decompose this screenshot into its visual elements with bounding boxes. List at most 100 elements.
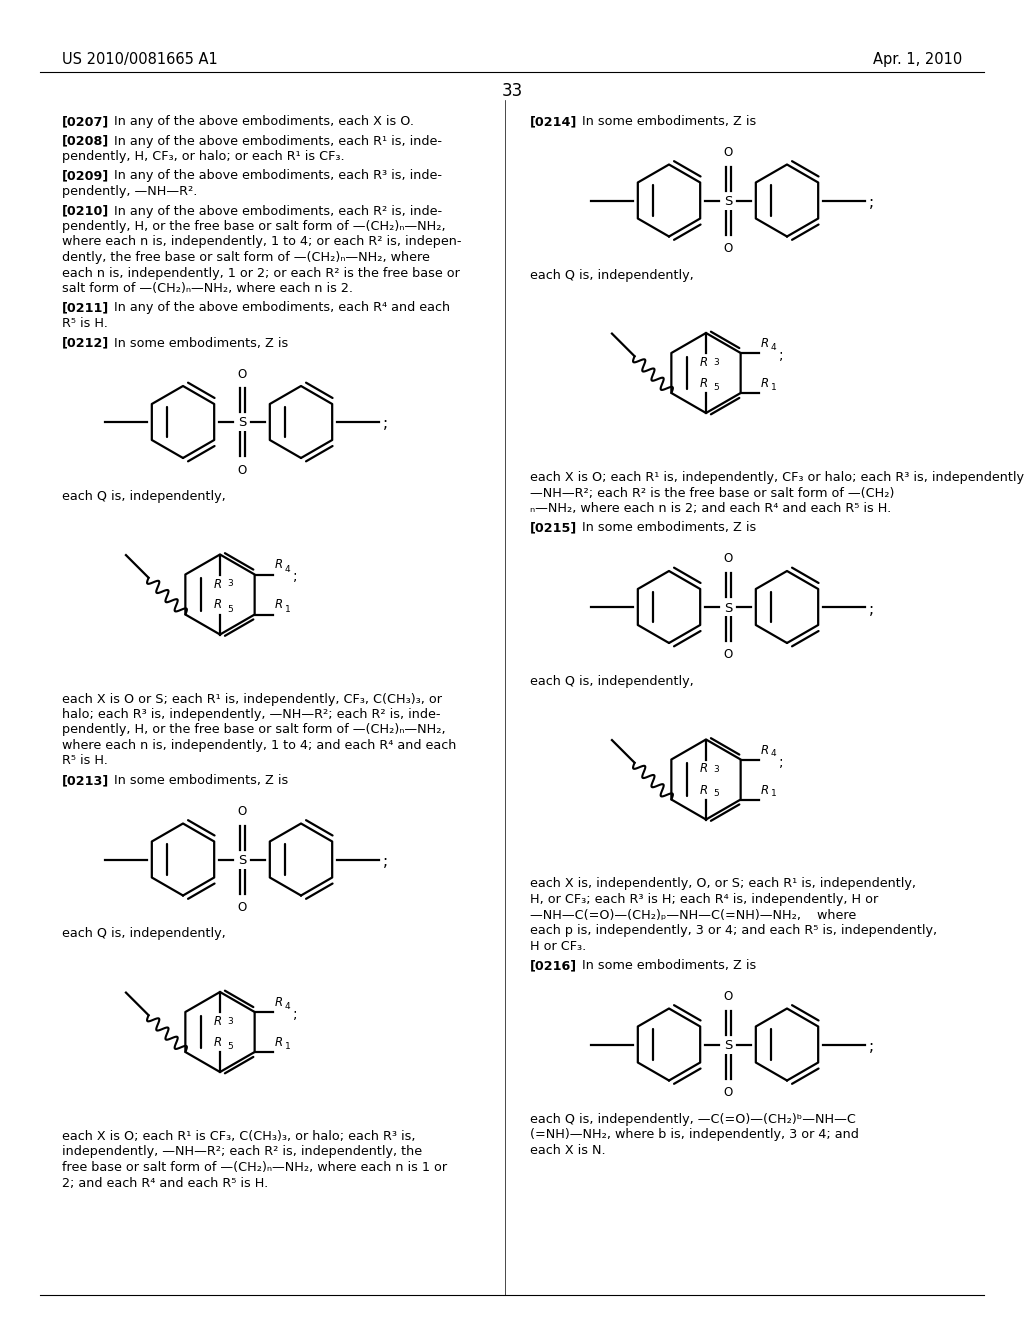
Text: 5: 5 — [713, 789, 719, 799]
Text: 33: 33 — [502, 82, 522, 100]
Text: where each n is, independently, 1 to 4; or each R² is, indepen-: where each n is, independently, 1 to 4; … — [62, 235, 462, 248]
Text: 4: 4 — [285, 1002, 290, 1011]
Text: 3: 3 — [713, 358, 719, 367]
Text: 4: 4 — [771, 750, 776, 759]
Text: H or CF₃.: H or CF₃. — [530, 940, 587, 953]
Text: [0210]: [0210] — [62, 205, 110, 218]
Text: 1: 1 — [285, 605, 291, 614]
Text: 4: 4 — [771, 343, 776, 352]
Text: O: O — [723, 1086, 732, 1100]
Text: R: R — [761, 743, 769, 756]
Text: R: R — [214, 578, 222, 590]
Text: [0213]: [0213] — [62, 774, 110, 787]
Text: ;: ; — [383, 854, 388, 869]
Text: salt form of —(CH₂)ₙ—NH₂, where each n is 2.: salt form of —(CH₂)ₙ—NH₂, where each n i… — [62, 282, 353, 294]
Text: S: S — [238, 417, 246, 429]
Text: each Q is, independently,: each Q is, independently, — [62, 490, 225, 503]
Text: pendently, H, or the free base or salt form of —(CH₂)ₙ—NH₂,: pendently, H, or the free base or salt f… — [62, 220, 445, 234]
Text: 1: 1 — [771, 383, 776, 392]
Text: R: R — [274, 558, 283, 572]
Text: each X is O; each R¹ is, independently, CF₃ or halo; each R³ is, independently,: each X is O; each R¹ is, independently, … — [530, 471, 1024, 484]
Text: In some embodiments, Z is: In some embodiments, Z is — [114, 774, 288, 787]
Text: 3: 3 — [713, 764, 719, 774]
Text: (=NH)—NH₂, where b is, independently, 3 or 4; and: (=NH)—NH₂, where b is, independently, 3 … — [530, 1129, 859, 1140]
Text: free base or salt form of —(CH₂)ₙ—NH₂, where each n is 1 or: free base or salt form of —(CH₂)ₙ—NH₂, w… — [62, 1162, 447, 1173]
Text: US 2010/0081665 A1: US 2010/0081665 A1 — [62, 51, 218, 67]
Text: each Q is, independently,: each Q is, independently, — [530, 675, 693, 688]
Text: R⁵ is H.: R⁵ is H. — [62, 755, 108, 767]
Text: R: R — [214, 1036, 222, 1049]
Text: [0211]: [0211] — [62, 301, 110, 314]
Text: ;: ; — [869, 602, 874, 616]
Text: each X is N.: each X is N. — [530, 1143, 605, 1156]
Text: each X is O; each R¹ is CF₃, C(CH₃)₃, or halo; each R³ is,: each X is O; each R¹ is CF₃, C(CH₃)₃, or… — [62, 1130, 416, 1143]
Text: O: O — [238, 367, 247, 380]
Text: each p is, independently, 3 or 4; and each R⁵ is, independently,: each p is, independently, 3 or 4; and ea… — [530, 924, 937, 937]
Text: [0208]: [0208] — [62, 135, 110, 148]
Text: ₙ—NH₂, where each n is 2; and each R⁴ and each R⁵ is H.: ₙ—NH₂, where each n is 2; and each R⁴ an… — [530, 502, 891, 515]
Text: each n is, independently, 1 or 2; or each R² is the free base or: each n is, independently, 1 or 2; or eac… — [62, 267, 460, 280]
Text: 5: 5 — [713, 383, 719, 392]
Text: —NH—C(=O)—(CH₂)ₚ—NH—C(=NH)—NH₂,    where: —NH—C(=O)—(CH₂)ₚ—NH—C(=NH)—NH₂, where — [530, 908, 856, 921]
Text: In any of the above embodiments, each R⁴ and each: In any of the above embodiments, each R⁴… — [114, 301, 451, 314]
Text: [0215]: [0215] — [530, 521, 578, 535]
Text: R: R — [700, 784, 708, 796]
Text: O: O — [723, 242, 732, 255]
Text: each X is O or S; each R¹ is, independently, CF₃, C(CH₃)₃, or: each X is O or S; each R¹ is, independen… — [62, 693, 442, 705]
Text: In any of the above embodiments, each R² is, inde-: In any of the above embodiments, each R²… — [114, 205, 442, 218]
Text: dently, the free base or salt form of —(CH₂)ₙ—NH₂, where: dently, the free base or salt form of —(… — [62, 251, 430, 264]
Text: ;: ; — [778, 348, 783, 362]
Text: each Q is, independently, —C(=O)—(CH₂)ᵇ—NH—C: each Q is, independently, —C(=O)—(CH₂)ᵇ—… — [530, 1113, 856, 1126]
Text: R: R — [700, 763, 708, 776]
Text: R: R — [274, 598, 283, 611]
Text: pendently, —NH—R².: pendently, —NH—R². — [62, 185, 198, 198]
Text: In some embodiments, Z is: In some embodiments, Z is — [582, 115, 757, 128]
Text: [0207]: [0207] — [62, 115, 110, 128]
Text: 3: 3 — [227, 579, 232, 589]
Text: ;: ; — [293, 1007, 297, 1020]
Text: O: O — [238, 463, 247, 477]
Text: In some embodiments, Z is: In some embodiments, Z is — [582, 960, 757, 972]
Text: O: O — [238, 805, 247, 818]
Text: O: O — [723, 147, 732, 158]
Text: R: R — [700, 356, 708, 370]
Text: 3: 3 — [227, 1016, 232, 1026]
Text: S: S — [724, 1039, 732, 1052]
Text: O: O — [238, 902, 247, 913]
Text: —NH—R²; each R² is the free base or salt form of —(CH₂): —NH—R²; each R² is the free base or salt… — [530, 487, 894, 499]
Text: [0216]: [0216] — [530, 960, 578, 972]
Text: ;: ; — [778, 755, 783, 768]
Text: S: S — [238, 854, 246, 867]
Text: ;: ; — [869, 195, 874, 210]
Text: R: R — [761, 378, 769, 389]
Text: R: R — [761, 337, 769, 350]
Text: independently, —NH—R²; each R² is, independently, the: independently, —NH—R²; each R² is, indep… — [62, 1146, 422, 1159]
Text: Apr. 1, 2010: Apr. 1, 2010 — [872, 51, 962, 67]
Text: [0214]: [0214] — [530, 115, 578, 128]
Text: R: R — [214, 1015, 222, 1028]
Text: pendently, H, or the free base or salt form of —(CH₂)ₙ—NH₂,: pendently, H, or the free base or salt f… — [62, 723, 445, 737]
Text: 1: 1 — [771, 789, 776, 799]
Text: each Q is, independently,: each Q is, independently, — [530, 268, 693, 281]
Text: 4: 4 — [285, 565, 290, 573]
Text: ;: ; — [383, 417, 388, 432]
Text: R: R — [761, 784, 769, 796]
Text: pendently, H, CF₃, or halo; or each R¹ is CF₃.: pendently, H, CF₃, or halo; or each R¹ i… — [62, 150, 345, 162]
Text: R: R — [274, 997, 283, 1008]
Text: O: O — [723, 553, 732, 565]
Text: [0212]: [0212] — [62, 337, 110, 350]
Text: each Q is, independently,: each Q is, independently, — [62, 928, 225, 940]
Text: ;: ; — [293, 569, 297, 583]
Text: In any of the above embodiments, each R³ is, inde-: In any of the above embodiments, each R³… — [114, 169, 442, 182]
Text: In any of the above embodiments, each X is O.: In any of the above embodiments, each X … — [114, 115, 414, 128]
Text: H, or CF₃; each R³ is H; each R⁴ is, independently, H or: H, or CF₃; each R³ is H; each R⁴ is, ind… — [530, 894, 879, 906]
Text: 2; and each R⁴ and each R⁵ is H.: 2; and each R⁴ and each R⁵ is H. — [62, 1176, 268, 1189]
Text: In some embodiments, Z is: In some embodiments, Z is — [582, 521, 757, 535]
Text: R: R — [274, 1036, 283, 1049]
Text: S: S — [724, 195, 732, 209]
Text: R: R — [214, 598, 222, 611]
Text: where each n is, independently, 1 to 4; and each R⁴ and each: where each n is, independently, 1 to 4; … — [62, 739, 457, 752]
Text: O: O — [723, 648, 732, 661]
Text: [0209]: [0209] — [62, 169, 110, 182]
Text: O: O — [723, 990, 732, 1003]
